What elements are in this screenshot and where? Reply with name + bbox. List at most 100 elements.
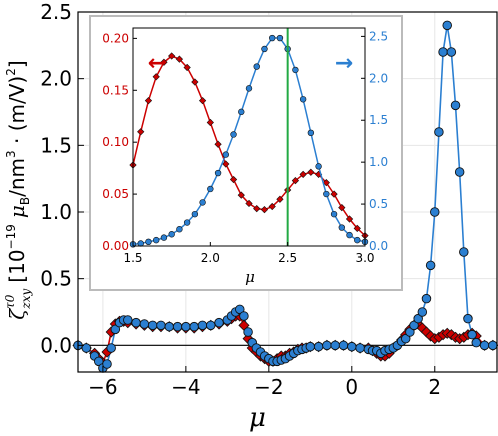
y-tick-label: 0.5: [40, 267, 72, 291]
ylabel-nm-exp: 3: [4, 150, 18, 158]
inset-background: [89, 15, 403, 291]
inset-blue-circle-point: [269, 34, 276, 42]
blue-circle-point: [467, 329, 477, 340]
blue-circle-point: [214, 317, 224, 328]
inset-red-diamond-point: [214, 140, 222, 148]
inset-red-diamond-point: [322, 179, 330, 187]
blue-circle-point: [243, 327, 253, 337]
main-x-axis-label: μ: [249, 403, 266, 433]
blue-circle-point: [454, 167, 465, 177]
ylabel-nm: /nm: [5, 158, 29, 197]
inset-blue-circle-point: [315, 163, 322, 170]
ylabel-zeta: ζ: [5, 308, 29, 320]
inset-blue-circle-point: [153, 236, 160, 244]
inset-red-diamond-point: [291, 176, 300, 185]
blue-circle-point: [110, 324, 121, 335]
inset-x-tick-label: 1.5: [123, 251, 142, 265]
blue-circle-point: [434, 127, 444, 137]
inset-blue-circle-point: [230, 131, 237, 138]
blue-circle-point: [322, 340, 332, 351]
inset-red-diamond-point: [253, 205, 261, 213]
inset-left-tick-label: 0.10: [102, 135, 129, 149]
inset-x-tick-label: 2.5: [278, 251, 297, 265]
inset-red-diamond-point: [338, 203, 346, 212]
blue-circle-point: [156, 320, 166, 331]
inset-red-diamond-point: [152, 73, 160, 81]
ylabel-exponent: −19: [4, 224, 18, 249]
inset-blue-circle-point: [214, 169, 222, 177]
main-y-axis-label: ζτ0 zxy [10−19 μB/nm3 · (m/V)2]: [3, 60, 33, 319]
inset-left-tick-label: 0.20: [102, 31, 129, 45]
blue-circle-point: [181, 321, 191, 332]
x-tick-label: −2: [254, 375, 283, 399]
ylabel-superscript: τ0: [3, 294, 17, 309]
y-tick-label: 1.5: [40, 133, 72, 157]
inset-axis-ticks: 1.5 2.0 2.5 3.0 0.00 0.05 0.10 0.15 0.20 0.0 0.5 1.…: [102, 29, 388, 265]
inset-blue-circle-point: [323, 190, 330, 198]
blue-circle-point: [488, 340, 498, 351]
inset-left-axis-arrow: ←: [148, 51, 166, 76]
inset-blue-circle-point: [145, 238, 152, 246]
blue-circle-point: [355, 343, 365, 353]
blue-circle-point: [421, 293, 432, 304]
inset-right-axis-arrow: →: [335, 51, 353, 76]
blue-circle-point: [347, 341, 357, 352]
blue-circle-point: [102, 359, 112, 369]
inset-right-tick-label: 1.0: [369, 155, 388, 169]
blue-circle-point: [409, 320, 419, 331]
inset-red-diamond-point: [144, 97, 153, 105]
blue-circle-point: [189, 321, 199, 332]
blue-circle-point: [93, 356, 104, 367]
inset-red-diamond-point: [198, 97, 207, 105]
inset-series: [129, 34, 369, 248]
inset-blue-circle-point: [292, 66, 299, 74]
inset-blue-circle-point: [245, 85, 253, 92]
ylabel-mv: · (m/V): [5, 76, 29, 151]
blue-circle-point: [147, 320, 158, 331]
inset-blue-circle-point: [307, 129, 315, 137]
inset-blue-circle-point: [183, 219, 191, 226]
inset-blue-circle-point: [261, 45, 268, 53]
inset-red-diamond-point: [245, 199, 253, 208]
inset-red-diamond-point: [191, 78, 199, 86]
blue-circle-point: [139, 319, 150, 329]
blue-circle-point: [239, 311, 249, 321]
inset-red-diamond-point: [183, 63, 191, 72]
inset-right-tick-label: 1.5: [369, 113, 388, 127]
inset-red-diamond-point: [175, 55, 184, 63]
y-tick-label: 2.0: [40, 67, 72, 91]
inset-blue-circle-point: [160, 234, 168, 241]
blue-circle-point: [446, 47, 457, 57]
inset-red-diamond-point: [206, 118, 214, 127]
blue-circle-point: [123, 315, 133, 325]
blue-circle-point: [438, 47, 448, 57]
ylabel-mu-sub: B: [18, 197, 32, 205]
inset-red-diamond-point: [260, 206, 269, 214]
main-plot-series: [72, 20, 498, 373]
y-tick-label: 2.5: [40, 0, 72, 24]
inset-red-diamond-point: [137, 128, 145, 136]
inset-red-diamond-point: [345, 215, 354, 223]
y-tick-label: 1.0: [40, 200, 72, 224]
inset-x-tick-label: 3.0: [355, 251, 374, 265]
inset-blue-circle-point: [168, 231, 175, 238]
ylabel-close: ]: [5, 60, 29, 68]
blue-circle-point: [81, 343, 92, 353]
inset-blue-circle-point: [191, 210, 199, 218]
inset-red-diamond-point: [330, 190, 338, 198]
ylabel-mv-exp: 2: [4, 68, 18, 76]
blue-circle-point: [235, 304, 245, 315]
inset-blue-circle-point: [222, 151, 230, 158]
blue-circle-point: [450, 100, 461, 111]
blue-circle-point: [131, 317, 141, 328]
inset-blue-circle-point: [338, 224, 345, 231]
blue-circle-point: [417, 307, 428, 317]
x-tick-label: −4: [171, 375, 200, 399]
inset-red-diamond-point: [168, 52, 176, 60]
ylabel-mu: μ: [5, 205, 29, 218]
blue-circle-point: [164, 321, 175, 332]
inset-x-tick-label: 2.0: [201, 251, 220, 265]
blue-circle-point: [330, 340, 340, 351]
ylabel-subscript: zxy: [19, 288, 33, 309]
